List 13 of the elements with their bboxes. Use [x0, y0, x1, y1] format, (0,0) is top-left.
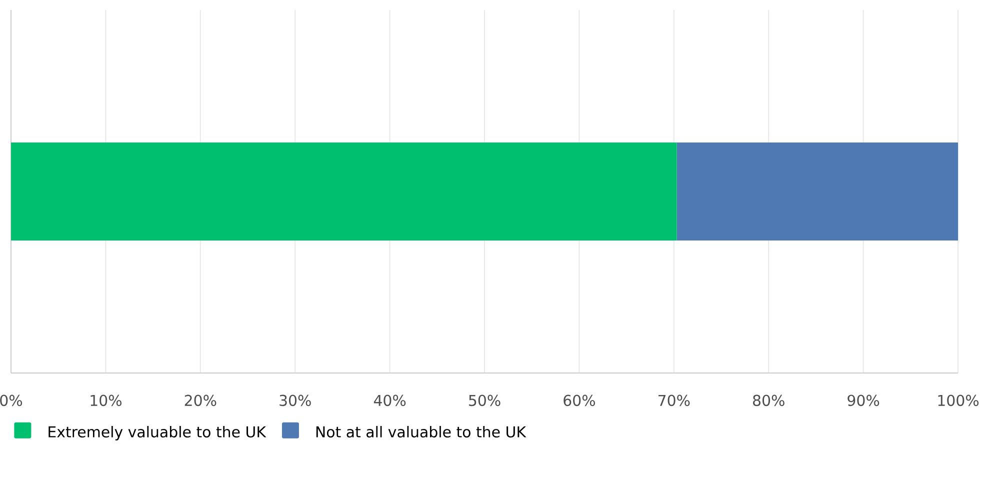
- x-tick-label: 80%: [753, 394, 784, 406]
- x-tick-label: 70%: [658, 394, 690, 406]
- x-tick-label: 30%: [280, 394, 311, 406]
- legend-label: Extremely valuable to the UK: [48, 426, 266, 440]
- x-tick-label: 0%: [0, 394, 22, 406]
- x-tick-label: 60%: [564, 394, 595, 406]
- x-tick-label: 90%: [848, 394, 880, 406]
- x-tick-label: 100%: [938, 394, 979, 406]
- x-tick-label: 50%: [469, 394, 500, 406]
- x-tick-label: 40%: [374, 394, 406, 406]
- legend-label: Not at all valuable to the UK: [316, 426, 526, 438]
- x-tick-label: 10%: [90, 394, 122, 406]
- x-tick-label: 20%: [184, 394, 216, 406]
